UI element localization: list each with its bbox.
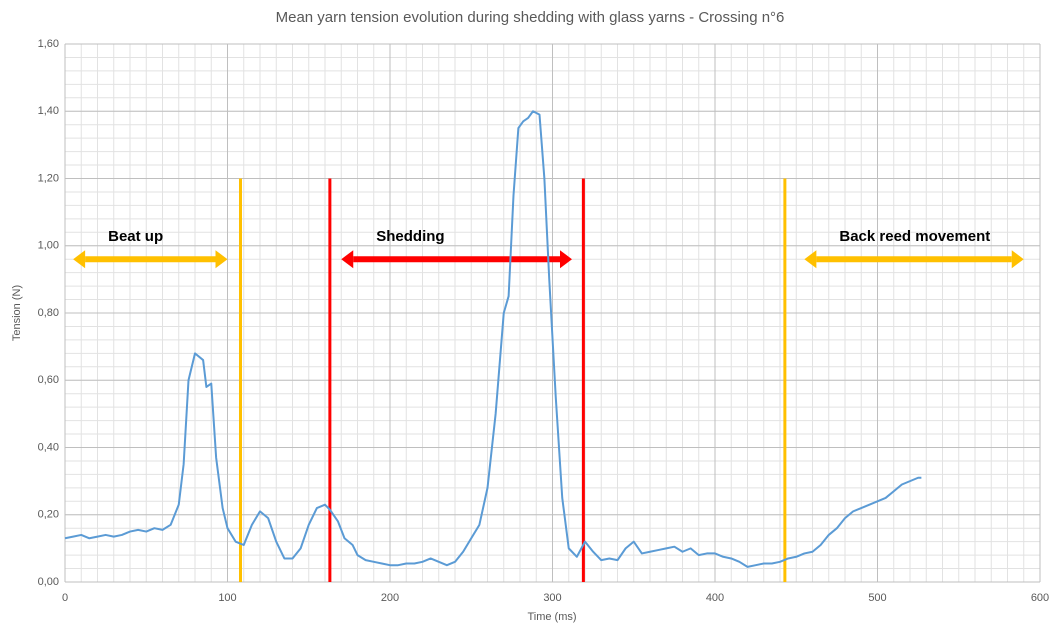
y-tick-label: 0,80 <box>38 307 59 319</box>
arrow-head <box>73 250 86 269</box>
y-tick-label: 1,40 <box>38 105 59 117</box>
x-tick-label: 100 <box>218 592 236 604</box>
arrow-head <box>1011 250 1024 269</box>
y-tick-label: 1,00 <box>38 240 59 252</box>
x-tick-label: 600 <box>1031 592 1049 604</box>
y-tick-label: 0,20 <box>38 509 59 521</box>
y-tick-label: 0,40 <box>38 441 59 453</box>
annotation-label: Beat up <box>108 228 163 245</box>
chart-title: Mean yarn tension evolution during shedd… <box>276 9 785 26</box>
y-axis-label: Tension (N) <box>11 285 23 341</box>
arrow-head <box>215 250 228 269</box>
x-tick-label: 400 <box>706 592 724 604</box>
y-tick-label: 1,20 <box>38 172 59 184</box>
x-axis-label: Time (ms) <box>527 611 576 623</box>
arrow-head <box>560 250 572 269</box>
y-tick-label: 0,60 <box>38 374 59 386</box>
annotation-label: Shedding <box>376 228 444 245</box>
x-tick-label: 500 <box>868 592 886 604</box>
y-tick-label: 0,00 <box>38 576 59 588</box>
x-tick-label: 200 <box>381 592 399 604</box>
series-line <box>64 110 922 568</box>
annotation-label: Back reed movement <box>839 228 990 245</box>
arrow-head <box>804 250 817 269</box>
y-tick-label: 1,60 <box>38 38 59 50</box>
x-tick-label: 0 <box>62 592 68 604</box>
arrow-head <box>341 250 354 269</box>
x-tick-label: 300 <box>543 592 561 604</box>
